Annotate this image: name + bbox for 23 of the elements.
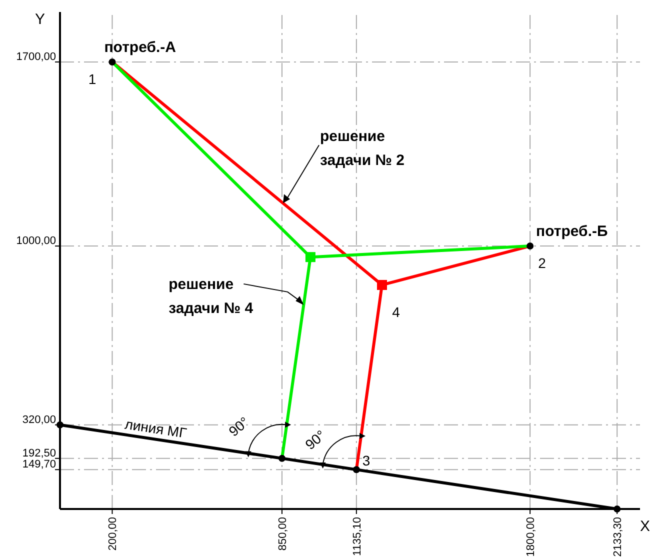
- annotation: 4: [392, 304, 400, 320]
- y-tick-label: 1700,00: [16, 50, 56, 63]
- annotation: 90°: [302, 426, 328, 453]
- annotation: решение задачи № 4: [168, 276, 254, 317]
- x-tick-label: 2133,30: [612, 517, 624, 557]
- annotation: 2: [538, 255, 546, 272]
- annotation: решение задачи № 2: [320, 128, 404, 170]
- annotation: потреб.-А: [104, 38, 176, 56]
- annotation: 90°: [226, 414, 252, 440]
- x-tick-label: 200,00: [107, 517, 120, 551]
- x-axis-title: X: [640, 518, 650, 535]
- annotation: 1: [88, 70, 96, 87]
- y-tick-label: 192,50: [22, 447, 56, 460]
- y-tick-label: 149,70: [22, 458, 56, 471]
- annotation: 3: [362, 452, 370, 469]
- x-tick-label: 1800,00: [525, 517, 538, 557]
- y-tick-label: 1000,00: [16, 235, 56, 248]
- annotation: потреб.-Б: [536, 223, 608, 240]
- y-axis-title: Y: [34, 11, 46, 28]
- x-tick-label: 850,00: [276, 517, 289, 551]
- annotation: линия МГ: [124, 416, 188, 441]
- x-tick-label: 1135,10: [351, 517, 364, 556]
- y-tick-label: 320,00: [22, 414, 56, 426]
